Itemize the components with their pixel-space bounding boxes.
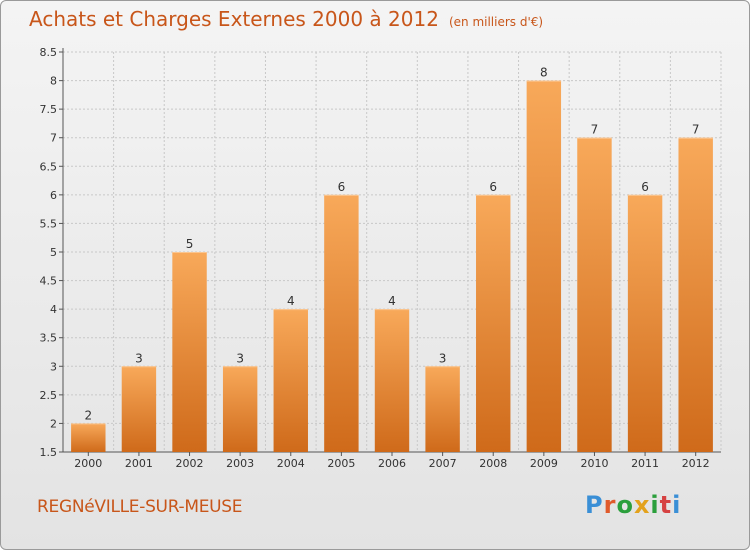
y-tick-label: 5.5 xyxy=(40,217,58,230)
data-label: 3 xyxy=(236,351,244,365)
logo-letter: r xyxy=(603,491,617,519)
x-tick-label: 2008 xyxy=(479,457,507,470)
y-tick-label: 1.5 xyxy=(40,446,58,459)
logo-letter: x xyxy=(633,491,651,519)
x-tick-label: 2002 xyxy=(176,457,204,470)
x-tick-label: 2007 xyxy=(429,457,457,470)
y-tick-label: 7.5 xyxy=(40,103,58,116)
logo-letter: o xyxy=(616,491,634,519)
x-tick-label: 2003 xyxy=(226,457,254,470)
bar xyxy=(476,194,511,452)
y-tick-label: 2 xyxy=(50,417,57,430)
y-tick-label: 8 xyxy=(50,75,57,88)
commune-name: REGNéVILLE-SUR-MEUSE xyxy=(37,497,243,517)
bar xyxy=(71,423,106,452)
y-tick-label: 4.5 xyxy=(40,275,58,288)
data-label: 7 xyxy=(692,123,700,137)
bar xyxy=(577,137,612,452)
bar xyxy=(324,194,359,452)
bar xyxy=(374,309,410,452)
x-tick-label: 2009 xyxy=(530,457,558,470)
logo-letter: i xyxy=(650,491,660,519)
proxiti-logo: Proxiti xyxy=(585,491,681,519)
y-tick-label: 5 xyxy=(50,246,57,259)
data-label: 4 xyxy=(388,294,396,308)
bar xyxy=(627,194,663,452)
data-label: 6 xyxy=(338,180,346,194)
bar xyxy=(425,366,460,452)
x-tick-label: 2005 xyxy=(327,457,355,470)
x-tick-label: 2012 xyxy=(682,457,710,470)
chart-title-text: Achats et Charges Externes 2000 à 2012 xyxy=(29,7,439,31)
bar xyxy=(678,137,713,452)
bar xyxy=(121,366,157,452)
data-label: 5 xyxy=(186,237,194,251)
y-tick-label: 2.5 xyxy=(40,389,58,402)
y-tick-label: 6.5 xyxy=(40,160,58,173)
x-tick-label: 2001 xyxy=(125,457,153,470)
y-tick-label: 4 xyxy=(50,303,57,316)
logo-letter: i xyxy=(672,491,682,519)
bars xyxy=(71,80,713,453)
data-label: 6 xyxy=(489,180,497,194)
data-label: 6 xyxy=(641,180,649,194)
y-tick-label: 3 xyxy=(50,360,57,373)
data-labels: 2 3 5 3 4 6 4 3 6 8 7 6 7 xyxy=(84,66,699,423)
data-label: 3 xyxy=(135,351,143,365)
bar xyxy=(172,252,207,452)
data-label: 8 xyxy=(540,66,548,80)
x-tick-label: 2000 xyxy=(74,457,102,470)
data-label: 2 xyxy=(84,408,92,422)
x-tick-label: 2004 xyxy=(277,457,305,470)
chart-unit: (en milliers d'€) xyxy=(448,15,544,29)
data-label: 7 xyxy=(591,123,599,137)
logo-letter: t xyxy=(659,491,673,519)
x-tick-label: 2010 xyxy=(580,457,608,470)
chart-title: Achats et Charges Externes 2000 à 2012 (e… xyxy=(29,7,543,31)
x-tick-label: 2011 xyxy=(631,457,659,470)
bar xyxy=(526,80,562,453)
data-label: 4 xyxy=(287,294,295,308)
bar xyxy=(273,309,308,452)
y-tick-label: 8.5 xyxy=(40,46,58,59)
data-label: 3 xyxy=(439,351,447,365)
y-tick-label: 6 xyxy=(50,189,57,202)
x-tick-label: 2006 xyxy=(378,457,406,470)
axes: 1.5 2 2.5 3 3.5 4 4.5 5 5.5 6 6.5 7 7.5 8 8.5 2000 2001 2… xyxy=(40,46,721,470)
y-tick-label: 7 xyxy=(50,132,57,145)
logo-letter: P xyxy=(585,491,604,519)
y-tick-label: 3.5 xyxy=(40,332,58,345)
bar xyxy=(222,366,258,452)
